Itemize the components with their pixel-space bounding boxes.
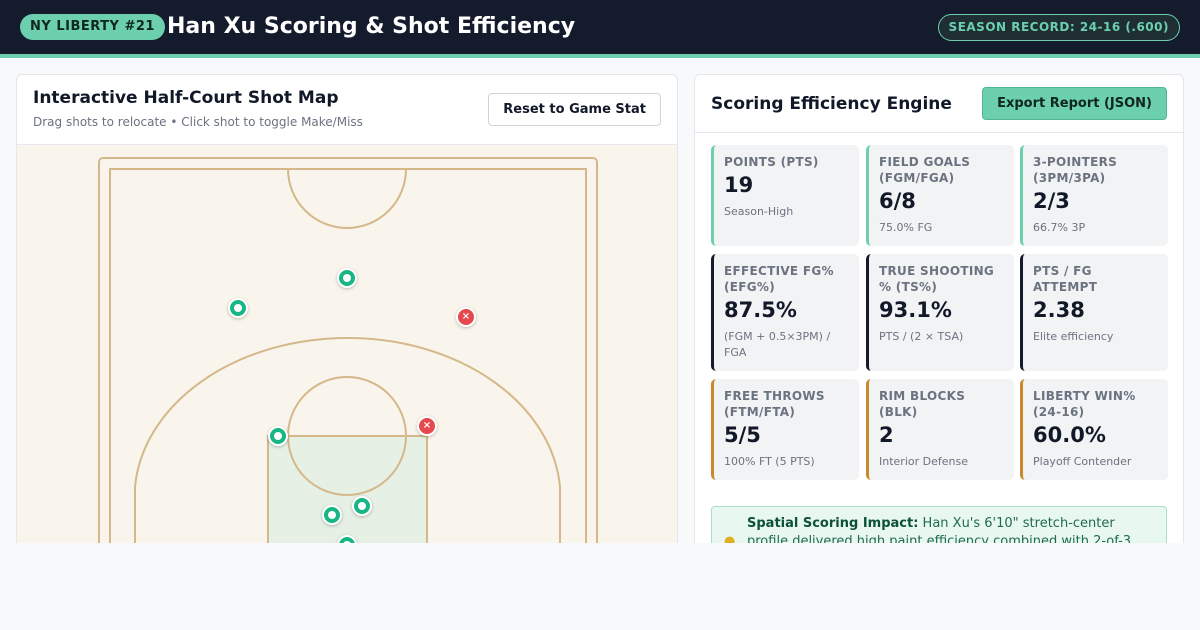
efficiency-header: Scoring Efficiency Engine Export Report … — [695, 75, 1183, 133]
efficiency-panel: Scoring Efficiency Engine Export Report … — [694, 74, 1184, 554]
shot-marker[interactable]: × — [417, 416, 437, 436]
stat-label: RIM BLOCKS (BLK) — [879, 389, 966, 419]
half-court[interactable]: × × — [17, 145, 677, 553]
export-report-button[interactable]: Export Report (JSON) — [982, 87, 1167, 120]
efficiency-title: Scoring Efficiency Engine — [711, 94, 952, 114]
stat-card-effective-fg: EFFECTIVE FG% (EFG%) 87.5% (FGM + 0.5×3P… — [711, 254, 859, 371]
reset-button[interactable]: Reset to Game Stat — [488, 93, 661, 126]
stat-note: PTS / (2 × TSA) — [879, 330, 964, 343]
stat-label: TRUE SHOOTING % (TS%) — [879, 264, 995, 294]
stat-value: 19 — [724, 173, 754, 197]
free-throw-circle — [287, 376, 407, 496]
stat-card-win-pct: LIBERTY WIN% (24-16) 60.0% Playoff Conte… — [1020, 379, 1168, 480]
shot-map-header: Interactive Half-Court Shot Map Drag sho… — [17, 75, 677, 145]
shot-marker[interactable] — [228, 298, 248, 318]
stat-card-field-goals: FIELD GOALS (FGM/FGA) 6/8 75.0% FG — [866, 145, 1014, 246]
stat-card-free-throws: FREE THROWS (FTM/FTA) 5/5 100% FT (5 PTS… — [711, 379, 859, 480]
stat-card-pts-per-fga: PTS / FG ATTEMPT 2.38 Elite efficiency — [1020, 254, 1168, 371]
stat-label: EFFECTIVE FG% (EFG%) — [724, 264, 834, 294]
stat-note: 66.7% 3P — [1033, 221, 1086, 234]
shot-marker[interactable] — [337, 268, 357, 288]
stat-note: Playoff Contender — [1033, 455, 1132, 468]
stat-value: 2/3 — [1033, 189, 1070, 213]
shot-marker[interactable] — [268, 426, 288, 446]
stat-label: 3-POINTERS (3PM/3PA) — [1033, 155, 1118, 185]
stat-note: 75.0% FG — [879, 221, 933, 234]
stat-note: Elite efficiency — [1033, 330, 1114, 343]
stat-note: (FGM + 0.5×3PM) / FGA — [724, 330, 831, 359]
court-outer-boundary — [98, 157, 598, 553]
stat-card-rim-blocks: RIM BLOCKS (BLK) 2 Interior Defense — [866, 379, 1014, 480]
top-bar: NY LIBERTY #21 Han Xu Scoring & Shot Eff… — [0, 0, 1200, 58]
stat-value: 87.5% — [724, 298, 797, 322]
stat-label: FREE THROWS (FTM/FTA) — [724, 389, 825, 419]
stat-note: Interior Defense — [879, 455, 968, 468]
stat-label: LIBERTY WIN% (24-16) — [1033, 389, 1136, 419]
shot-marker[interactable] — [352, 496, 372, 516]
court-inner-boundary — [109, 168, 587, 553]
stat-value: 6/8 — [879, 189, 916, 213]
shot-map-title: Interactive Half-Court Shot Map — [33, 88, 339, 108]
shot-map-subtitle: Drag shots to relocate • Click shot to t… — [33, 115, 363, 129]
center-circle-arc — [287, 168, 407, 229]
stat-value: 2 — [879, 423, 894, 447]
page-title: Han Xu Scoring & Shot Efficiency — [167, 14, 576, 39]
stat-value: 93.1% — [879, 298, 952, 322]
stat-note: Season-High — [724, 205, 794, 218]
insight-lead: Spatial Scoring Impact: — [747, 516, 919, 531]
season-record-badge: SEASON RECORD: 24-16 (.600) — [937, 14, 1180, 41]
lightbulb-icon: ● — [724, 534, 736, 549]
stat-value: 5/5 — [724, 423, 761, 447]
shot-map-panel: Interactive Half-Court Shot Map Drag sho… — [16, 74, 678, 554]
stat-card-true-shooting: TRUE SHOOTING % (TS%) 93.1% PTS / (2 × T… — [866, 254, 1014, 371]
stat-card-points: POINTS (PTS) 19 Season-High — [711, 145, 859, 246]
stat-label: FIELD GOALS (FGM/FGA) — [879, 155, 971, 185]
shot-marker[interactable]: × — [456, 307, 476, 327]
stat-note: 100% FT (5 PTS) — [724, 455, 815, 468]
court-lines — [98, 157, 598, 553]
page-bottom-region — [0, 543, 1200, 630]
stat-label: PTS / FG ATTEMPT — [1033, 264, 1098, 294]
stat-value: 2.38 — [1033, 298, 1085, 322]
stat-value: 60.0% — [1033, 423, 1106, 447]
team-badge: NY LIBERTY #21 — [20, 14, 165, 40]
stat-card-three-pointers: 3-POINTERS (3PM/3PA) 2/3 66.7% 3P — [1020, 145, 1168, 246]
shot-marker[interactable] — [322, 505, 342, 525]
stat-label: POINTS (PTS) — [724, 155, 819, 169]
